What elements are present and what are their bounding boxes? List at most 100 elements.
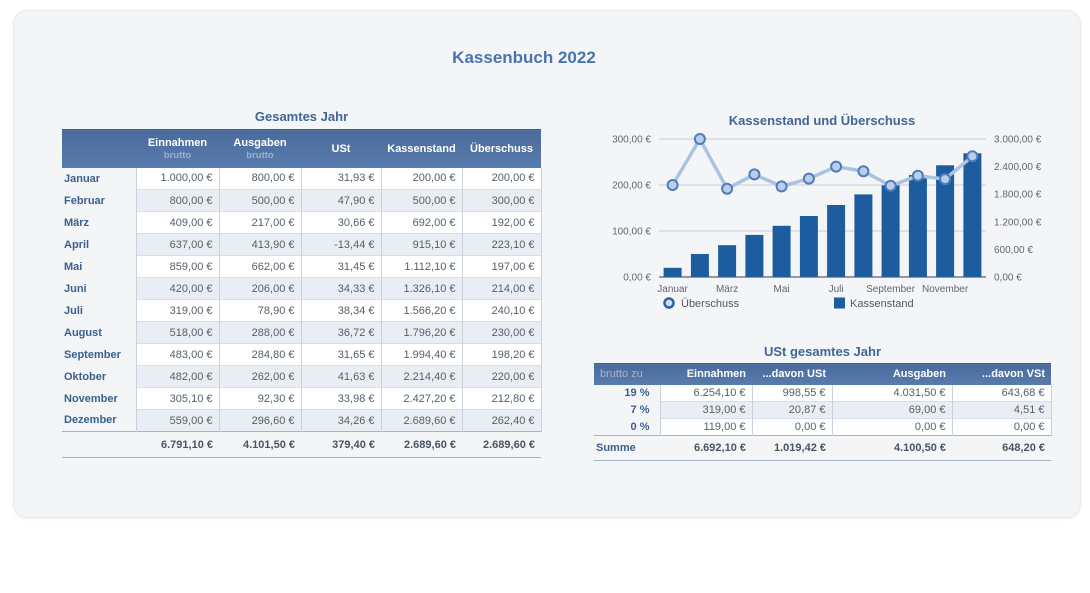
- table-cell: 409,00 €: [135, 211, 219, 234]
- row-label: März: [64, 216, 90, 229]
- table-cell: 262,00 €: [218, 365, 301, 388]
- table-row: September 483,00 €284,80 €31,65 €1.994,40…: [62, 343, 542, 366]
- column-header: ...davon VSt: [952, 363, 1051, 385]
- ust-table: brutto zu Einnahmen ...davon USt Ausgaben..…: [594, 363, 1052, 461]
- row-label: April: [64, 238, 90, 251]
- sum-cell: 4.101,50 €: [219, 431, 301, 458]
- left-axis-tick-label: 0,00 €: [623, 273, 651, 284]
- row-label: Oktober: [64, 370, 107, 383]
- table-row: Oktober 482,00 €262,00 €41,63 €2.214,40 €…: [62, 365, 542, 388]
- table-cell: 483,00 €: [135, 343, 219, 366]
- right-axis-tick-label: 2.400,00 €: [994, 162, 1042, 173]
- row-label: November: [64, 392, 118, 405]
- table-cell: 240,10 €: [461, 299, 542, 322]
- right-axis-tick-label: 600,00 €: [994, 245, 1033, 256]
- column-header: Einnahmen brutto: [136, 129, 219, 168]
- bar-kassenstand: [772, 225, 791, 277]
- table-cell: 192,00 €: [461, 211, 542, 234]
- data-point-marker: [966, 150, 979, 163]
- table-cell: 1.566,20 €: [380, 299, 462, 322]
- table-cell: 284,80 €: [218, 343, 301, 366]
- table-cell: 41,63 €: [300, 365, 381, 388]
- table-cell: 288,00 €: [218, 321, 301, 344]
- table-cell: 206,00 €: [218, 277, 301, 300]
- table-cell: 34,26 €: [300, 409, 381, 432]
- table-row: Juni 420,00 €206,00 €34,33 €1.326,10 €214…: [62, 277, 542, 300]
- row-label: Januar: [64, 172, 101, 185]
- column-header: Kassenstand: [381, 129, 462, 168]
- data-point-marker: [911, 169, 924, 182]
- table-cell: 119,00 €: [659, 418, 752, 436]
- chart-title: Kassenstand und Überschuss: [728, 113, 916, 128]
- table-cell: 198,20 €: [461, 343, 542, 366]
- table-cell: 4.031,50 €: [831, 384, 952, 402]
- bar-kassenstand: [963, 153, 982, 277]
- table-cell: 223,10 €: [461, 233, 542, 256]
- table-cell: 800,00 €: [218, 167, 301, 190]
- table-cell: 34,33 €: [300, 277, 381, 300]
- data-point-marker: [775, 180, 788, 193]
- table-cell: 47,90 €: [300, 189, 381, 212]
- row-label: August: [64, 326, 102, 339]
- table-cell: 31,93 €: [300, 167, 381, 190]
- right-axis-tick-label: 1.200,00 €: [994, 217, 1042, 228]
- table-cell: 2.689,60 €: [380, 409, 462, 432]
- table-cell: 643,68 €: [951, 384, 1052, 402]
- kassenstand-ueberschuss-chart: 300,00 € 200,00 € 100,00 € 0,00 € 3.000,00 €…: [612, 133, 1042, 310]
- table-cell: 214,00 €: [461, 277, 542, 300]
- table-cell: 1.112,10 €: [380, 255, 462, 278]
- legend-label-ueberschuss: Überschuss: [681, 298, 740, 310]
- table-cell: 482,00 €: [135, 365, 219, 388]
- table-cell: -13,44 €: [300, 233, 381, 256]
- column-header: ...davon USt: [752, 363, 832, 385]
- table-cell: 92,30 €: [218, 387, 301, 410]
- table-row: Dezember 559,00 €296,60 €34,26 €2.689,60 …: [62, 409, 542, 432]
- table-cell: 0,00 €: [951, 418, 1052, 436]
- data-point-marker: [666, 179, 679, 191]
- table-cell: 518,00 €: [135, 321, 219, 344]
- table-cell: 20,87 €: [751, 401, 832, 419]
- row-label: Juni: [64, 282, 87, 295]
- table-cell: 212,80 €: [461, 387, 542, 410]
- column-header: [62, 129, 136, 168]
- table-row: 0 % 119,00 €0,00 €0,00 €0,00 €: [594, 418, 1052, 436]
- table-cell: 413,90 €: [218, 233, 301, 256]
- year-table-header: Einnahmen brutto Ausgaben brutto USt Kassenst…: [62, 129, 541, 168]
- table-cell: 559,00 €: [135, 409, 219, 432]
- bar-kassenstand: [854, 194, 873, 277]
- table-cell: 217,00 €: [218, 211, 301, 234]
- year-table: Einnahmen brutto Ausgaben brutto USt Kassenst…: [62, 129, 542, 458]
- table-cell: 1.994,40 €: [380, 343, 462, 366]
- table-cell: 637,00 €: [135, 233, 219, 256]
- column-header: Einnahmen: [660, 363, 752, 385]
- report-card: Kassenbuch 2022 Gesamtes Jahr Einnahmen b…: [13, 10, 1081, 518]
- left-axis-tick-label: 100,00 €: [612, 227, 651, 238]
- ust-table-header: brutto zu Einnahmen ...davon USt Ausgaben..…: [594, 363, 1051, 385]
- row-label: Juli: [64, 304, 83, 317]
- table-cell: 1.796,20 €: [380, 321, 462, 344]
- legend-square-marker: [834, 297, 845, 309]
- x-axis-tick-label: September: [866, 284, 916, 295]
- table-cell: 0,00 €: [751, 418, 832, 436]
- legend-circle-marker: [663, 297, 675, 309]
- table-cell: 500,00 €: [380, 189, 462, 212]
- table-row: Januar 1.000,00 €800,00 €31,93 €200,00 €2…: [62, 167, 542, 190]
- table-cell: 200,00 €: [461, 167, 542, 190]
- x-axis-tick-label: Mai: [774, 284, 790, 295]
- table-cell: 200,00 €: [380, 167, 462, 190]
- x-axis-tick-label: November: [922, 284, 969, 295]
- sum-cell: 2.689,60 €: [381, 431, 462, 458]
- table-row: Juli 319,00 €78,90 €38,34 €1.566,20 €240,…: [62, 299, 542, 322]
- table-row: November 305,10 €92,30 €33,98 €2.427,20 €…: [62, 387, 542, 410]
- table-cell: 36,72 €: [300, 321, 381, 344]
- table-cell: 38,34 €: [300, 299, 381, 322]
- row-label: Dezember: [64, 414, 117, 427]
- table-cell: 319,00 €: [135, 299, 219, 322]
- table-cell: 305,10 €: [135, 387, 219, 410]
- bar-kassenstand: [718, 245, 737, 277]
- line-ueberschuss: [671, 137, 974, 191]
- right-axis-tick-label: 1.800,00 €: [994, 190, 1042, 201]
- right-axis-tick-label: 0,00 €: [994, 273, 1022, 284]
- table-cell: 31,65 €: [300, 343, 381, 366]
